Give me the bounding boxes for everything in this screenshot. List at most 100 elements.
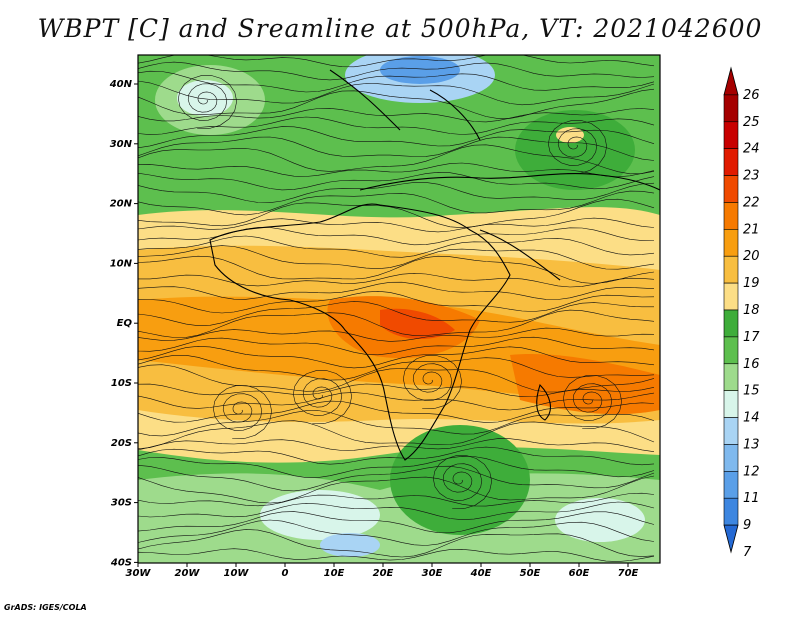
streamline	[138, 162, 655, 178]
wbpt-field	[138, 55, 660, 563]
colorbar-label: 14	[743, 411, 760, 426]
colorbar-segment	[723, 282, 739, 311]
streamline	[138, 136, 655, 161]
vortex-streamline	[547, 120, 608, 174]
streamline	[138, 80, 655, 106]
vortex-streamline	[212, 385, 273, 439]
streamline	[138, 383, 655, 398]
streamline	[138, 345, 655, 369]
colorbar-label: 26	[743, 88, 760, 103]
colorbar-segment	[723, 175, 739, 203]
colorbar-segment	[723, 417, 739, 445]
colorbar-segment	[723, 94, 739, 123]
streamline	[138, 144, 655, 175]
africa-coast	[209, 203, 511, 461]
streamline	[138, 400, 655, 423]
madagascar-coast	[536, 383, 551, 421]
streamline	[138, 410, 655, 437]
streamline	[138, 190, 655, 216]
streamline	[138, 548, 655, 562]
streamline	[138, 107, 655, 123]
colorbar-segment	[723, 148, 739, 176]
streamline	[138, 336, 655, 356]
vortex-streamline	[432, 455, 493, 509]
colorbar-segment	[723, 497, 739, 526]
lon-label: 10E	[324, 568, 345, 579]
streamline	[138, 235, 655, 258]
colorbar-segment	[723, 309, 739, 338]
colorbar-segment	[723, 202, 739, 230]
colorbar-label: 21	[743, 222, 760, 237]
colorbar-label: 12	[743, 464, 760, 479]
lon-label: 10W	[224, 568, 250, 579]
colorbar-label: 20	[743, 249, 760, 264]
arabia-coast	[479, 229, 561, 281]
streamline	[138, 55, 655, 68]
north-africa-coast	[359, 173, 660, 191]
colorbar-segment	[723, 255, 739, 284]
lat-label: 30N	[110, 139, 133, 150]
lon-label: 50E	[520, 568, 541, 579]
vortex-streamline	[402, 355, 463, 409]
lat-label: 10S	[111, 378, 132, 389]
colorbar-top-arrow	[723, 66, 739, 96]
lon-label: 40E	[470, 568, 492, 579]
lat-label: EQ	[117, 318, 133, 329]
colorbar-segment	[723, 336, 739, 365]
streamline	[138, 355, 655, 381]
colorbar-segment	[723, 363, 739, 391]
lon-label: 70E	[618, 568, 639, 579]
streamline	[138, 511, 655, 534]
streamline	[138, 475, 655, 504]
lon-label: 30W	[126, 568, 152, 579]
lon-label: 20E	[373, 568, 394, 579]
lon-axis: 30W 20W 10W 0 10E 20E 30E 40E 50E 60E 70E	[126, 563, 639, 579]
streamline	[138, 217, 655, 233]
lat-label: 20N	[110, 199, 133, 210]
colorbar-label: 11	[743, 491, 760, 506]
streamline	[138, 290, 655, 314]
colorbar-label: 25	[743, 115, 760, 130]
streamline	[138, 446, 655, 466]
lon-label: 30E	[422, 568, 443, 579]
colorbar-segment	[723, 121, 739, 149]
colorbar-label: 18	[743, 303, 760, 318]
streamline	[138, 309, 655, 338]
colorbar	[723, 66, 739, 554]
streamline	[138, 272, 655, 288]
streamline	[138, 245, 655, 270]
lat-label: 20S	[111, 438, 132, 449]
colorbar-label: 24	[743, 142, 760, 157]
streamline	[138, 420, 655, 450]
streamline	[138, 301, 654, 327]
map-frame	[137, 54, 661, 564]
colorbar-label: 22	[743, 195, 760, 210]
streamline	[138, 126, 655, 149]
streamline	[138, 529, 655, 558]
streamlines	[138, 55, 655, 562]
streamline	[138, 519, 655, 546]
lat-label: 40N	[109, 79, 133, 90]
lon-label: 60E	[569, 568, 590, 579]
colorbar-bottom-arrow	[723, 524, 739, 554]
colorbar-segment	[723, 390, 739, 418]
colorbar-segment	[723, 229, 739, 257]
coastlines	[209, 69, 660, 461]
streamline	[138, 438, 655, 452]
streamline	[138, 455, 655, 478]
map-title: WBPT [C] and Sreamline at 500hPa, VT: 20…	[37, 14, 763, 43]
colorbar-label: 15	[743, 384, 760, 399]
streamline	[138, 116, 655, 136]
streamline	[138, 492, 655, 507]
streamline	[138, 327, 655, 342]
streamline	[138, 88, 655, 119]
vortex-streamline	[292, 370, 353, 424]
colorbar-label: 23	[743, 169, 760, 184]
streamline	[138, 227, 655, 246]
vortex-streamline	[177, 75, 238, 129]
lat-label: 10N	[110, 258, 133, 269]
streamline	[138, 61, 655, 81]
colorbar-labels: 26 25 24 23 22 21 20 19 18 17 16 15 14 13 12 11 9 7	[743, 88, 760, 560]
colorbar-label: 17	[743, 330, 760, 345]
